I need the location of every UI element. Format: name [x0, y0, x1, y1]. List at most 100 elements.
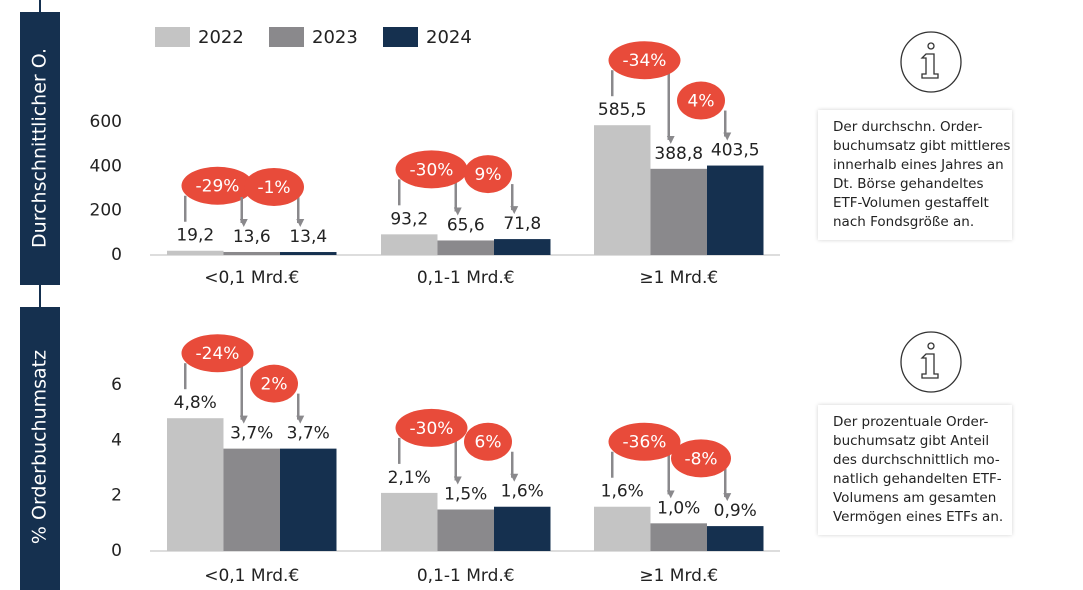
x-tick-label: <0,1 Mrd.€ [204, 268, 299, 288]
y-tick-label: 4 [111, 430, 122, 450]
change-label: -30% [410, 419, 454, 439]
x-tick-label: ≥1 Mrd.€ [639, 566, 718, 586]
value-label: 71,8 [503, 214, 541, 234]
change-bubble [395, 150, 468, 189]
y-axis-label: Durchschnittlicher O. [29, 48, 51, 248]
change-bubble [395, 408, 468, 447]
bar [494, 506, 551, 551]
change-label: -34% [623, 51, 667, 71]
note-line: innerhalb eines Jahres an [833, 157, 1004, 173]
bar [707, 526, 764, 551]
info-icon [900, 31, 962, 393]
value-label: 1,5% [444, 485, 487, 505]
value-label: 93,2 [390, 209, 428, 229]
x-tick-label: ≥1 Mrd.€ [639, 268, 718, 288]
change-label: 6% [475, 433, 502, 453]
y-tick-label: 2 [111, 486, 122, 506]
change-bubble [464, 155, 512, 194]
change-label: 9% [475, 165, 502, 185]
change-label: -36% [623, 433, 667, 453]
x-tick-label: 0,1-1 Mrd.€ [417, 566, 515, 586]
y-tick-label: 0 [111, 541, 122, 561]
note-line: buchumsatz gibt mittleres [833, 138, 1011, 154]
change-label: -1% [257, 178, 290, 198]
note-line: natlich gehandelten ETF- [833, 471, 1002, 487]
legend-label: 2023 [312, 27, 358, 48]
legend-swatch [155, 27, 190, 47]
value-label: 1,6% [501, 482, 544, 502]
note-line: ETF-Volumen gestaffelt [833, 195, 989, 211]
value-label: 388,8 [654, 144, 703, 164]
note-line: nach Fondsgröße an. [833, 214, 975, 230]
y-tick-label: 600 [90, 112, 122, 132]
change-label: -30% [410, 160, 454, 180]
change-label: -29% [196, 177, 240, 197]
bar [223, 448, 280, 551]
note-line: Dt. Börse gehandeltes [833, 176, 984, 192]
change-bubble [244, 167, 304, 206]
value-label: 3,7% [230, 424, 273, 444]
legend-swatch [383, 27, 418, 47]
change-bubble [181, 166, 254, 205]
value-label: 13,4 [289, 227, 327, 247]
value-label: 19,2 [176, 226, 214, 246]
x-tick-label: <0,1 Mrd.€ [204, 566, 299, 586]
y-tick-label: 400 [90, 156, 122, 176]
value-label: 4,8% [174, 393, 217, 413]
change-label: 4% [688, 92, 715, 112]
bar [223, 251, 280, 255]
bar [650, 523, 707, 551]
change-bubble [608, 41, 681, 80]
info-note: Der prozentuale Order-buchumsatz gibt An… [818, 405, 1012, 535]
change-bubble [677, 81, 725, 120]
x-tick-label: 0,1-1 Mrd.€ [417, 268, 515, 288]
info-note: Der durchschn. Order-buchumsatz gibt mit… [818, 110, 1012, 240]
bar [594, 125, 651, 255]
bar [594, 506, 651, 551]
value-label: 585,5 [598, 100, 647, 120]
bar [494, 239, 551, 255]
bar [650, 168, 707, 255]
change-bubble [250, 364, 298, 403]
bar [381, 492, 438, 551]
legend-swatch [269, 27, 304, 47]
value-label: 13,6 [233, 227, 271, 247]
change-label: 2% [261, 375, 288, 395]
bar [437, 509, 494, 551]
bar [707, 165, 764, 255]
value-label: 1,0% [657, 498, 700, 518]
change-label: -8% [684, 449, 717, 469]
bar [280, 448, 337, 551]
note-line: Volumens am gesamten [833, 490, 997, 506]
note-line: Vermögen eines ETFs an. [833, 509, 1004, 525]
value-label: 2,1% [388, 468, 431, 488]
y-tick-label: 200 [90, 201, 122, 221]
y-tick-label: 0 [111, 245, 122, 265]
change-bubble [608, 422, 681, 461]
change-bubble [464, 422, 512, 461]
value-label: 403,5 [711, 141, 760, 161]
y-tick-label: 6 [111, 375, 122, 395]
note-line: buchumsatz gibt Anteil [833, 433, 990, 449]
y-axis-label: % Orderbuchumsatz [29, 350, 51, 544]
change-bubble [181, 334, 254, 373]
note-line: des durchschnittlich mo- [833, 452, 1000, 468]
bar [437, 240, 494, 255]
note-line: Der prozentuale Order- [833, 414, 989, 430]
side-band [20, 307, 60, 590]
value-label: 1,6% [601, 482, 644, 502]
bar [167, 418, 224, 551]
side-band [20, 12, 60, 285]
change-bubble [671, 439, 731, 478]
bar [280, 252, 337, 255]
legend-label: 2024 [426, 27, 472, 48]
bar [167, 250, 224, 255]
value-label: 0,9% [714, 501, 757, 521]
value-label: 65,6 [447, 215, 485, 235]
note-line: Der durchschn. Order- [833, 119, 983, 135]
value-label: 3,7% [287, 424, 330, 444]
legend-label: 2022 [198, 27, 244, 48]
change-label: -24% [196, 344, 240, 364]
